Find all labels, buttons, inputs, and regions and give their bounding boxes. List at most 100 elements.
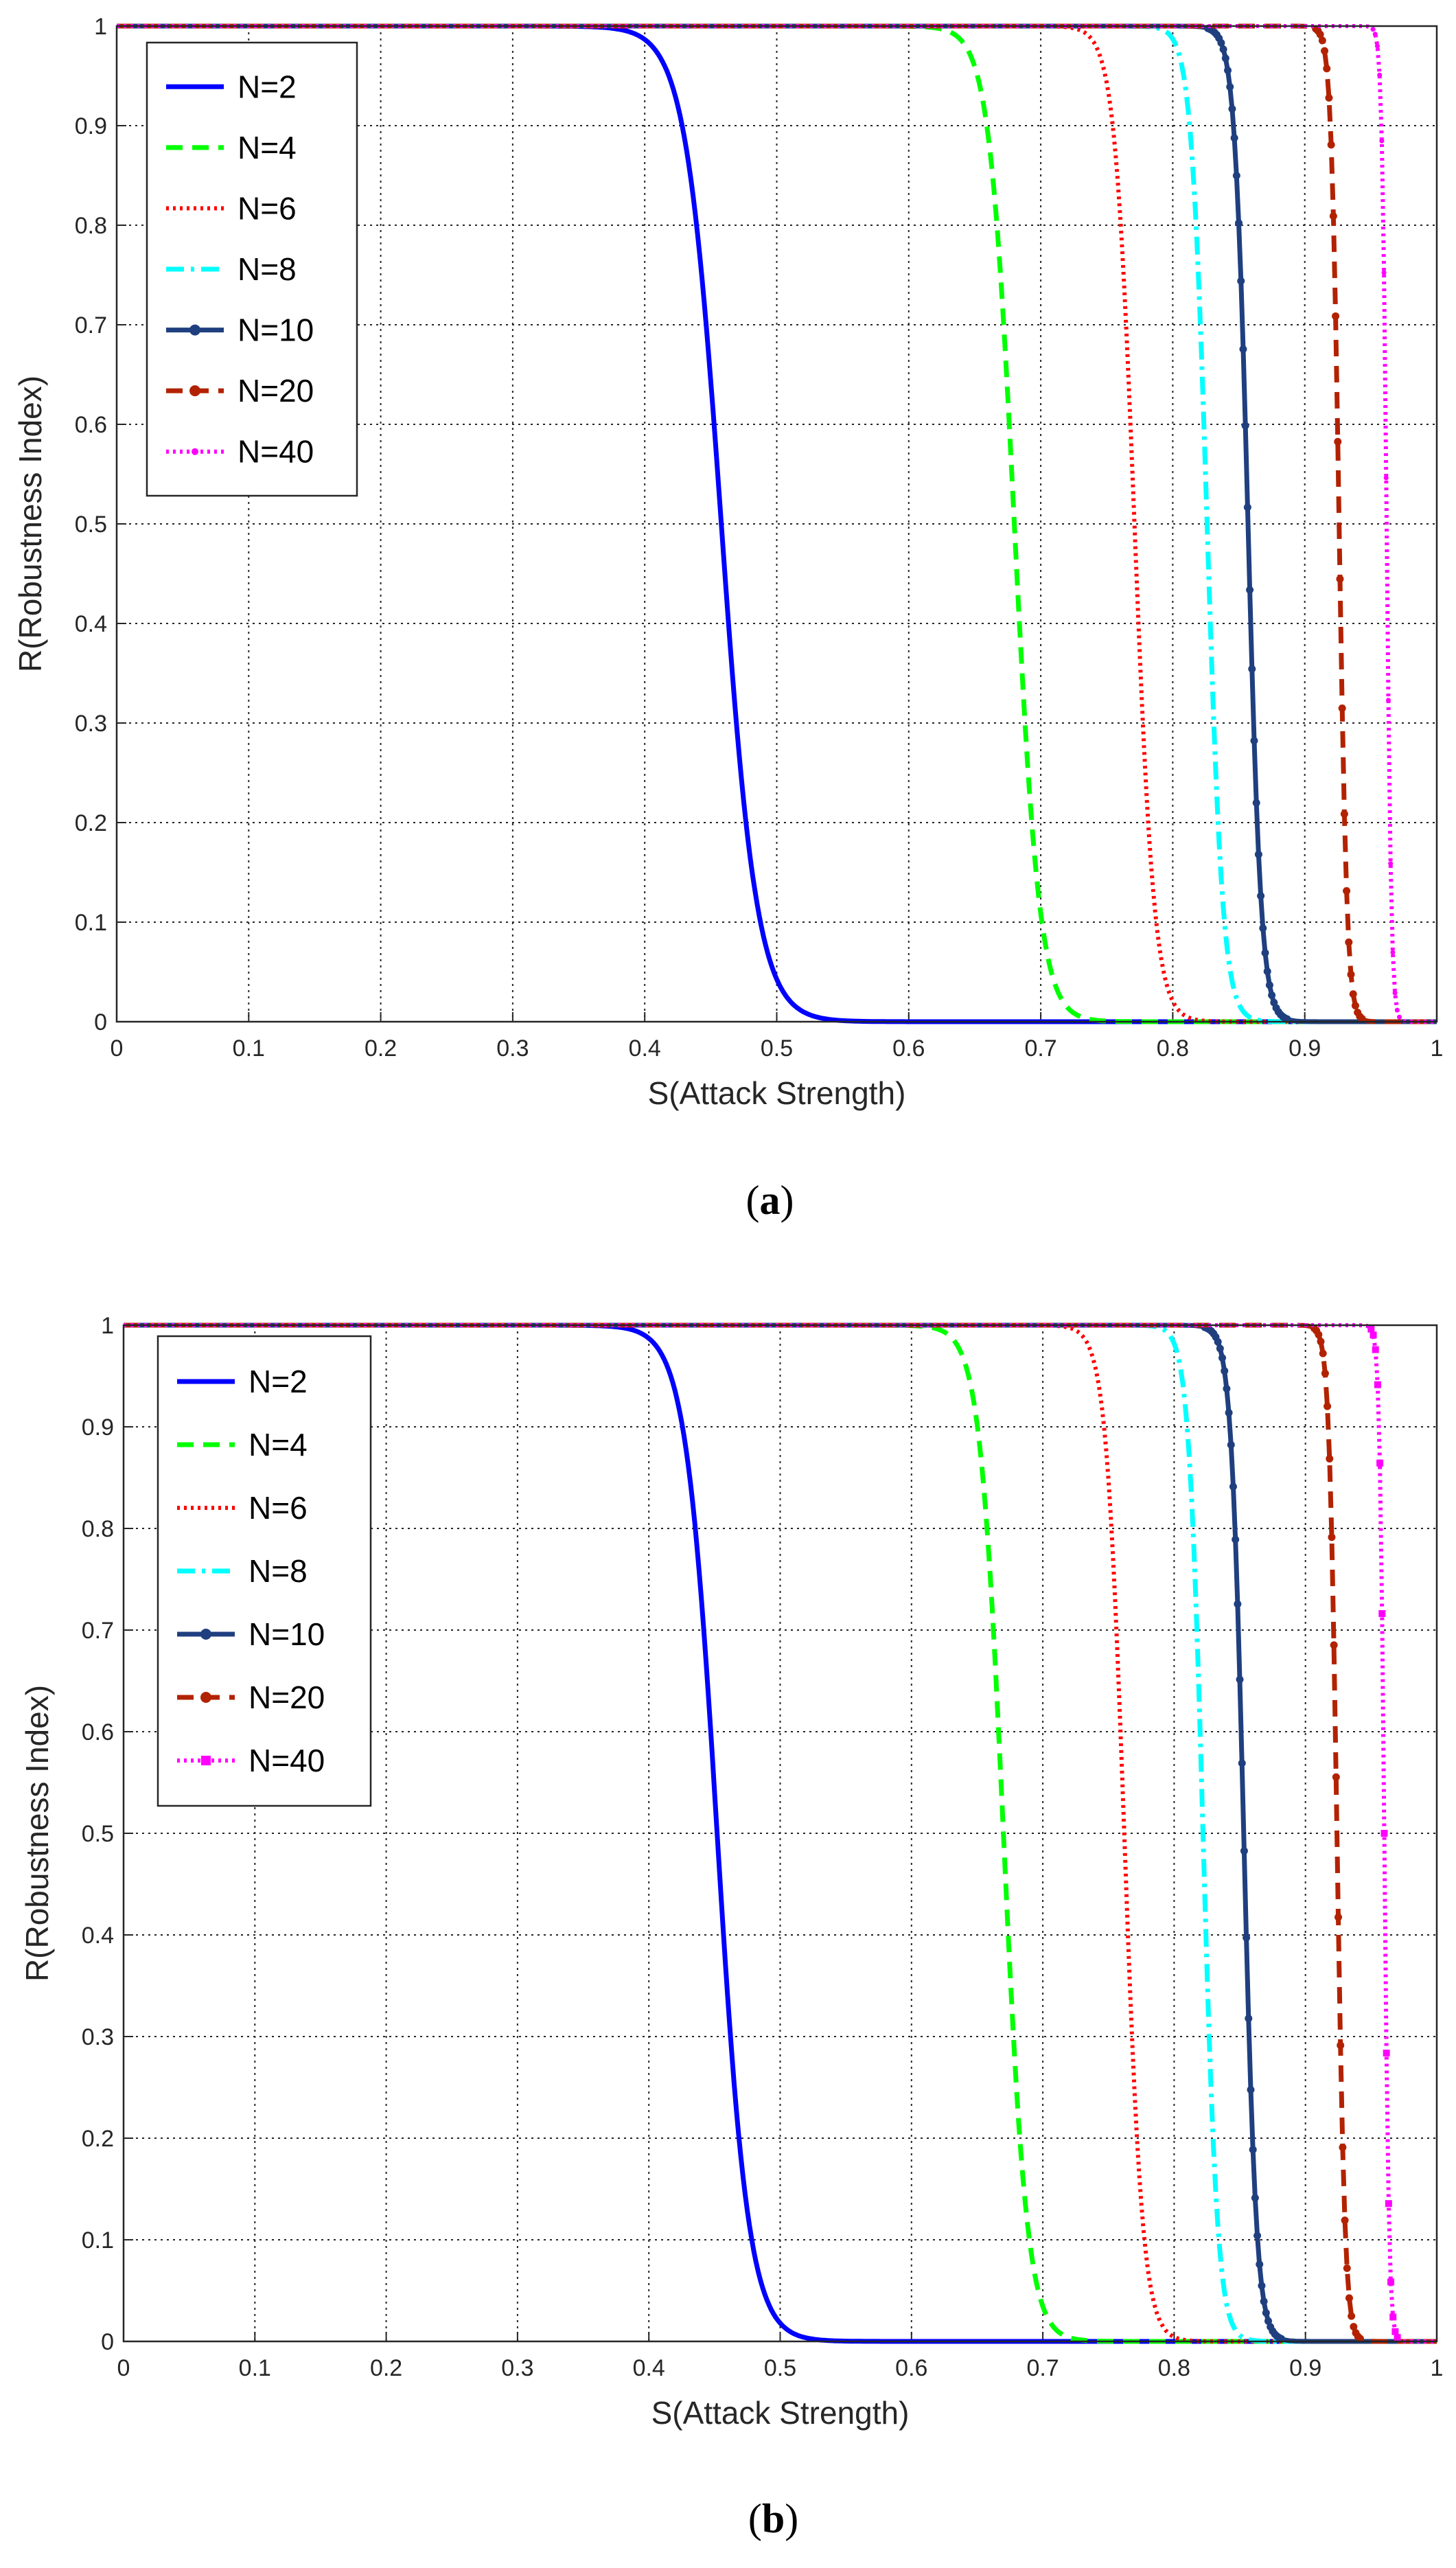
legend-label: N=8: [238, 251, 297, 287]
x-tick-label: 0.3: [496, 1035, 529, 1062]
legend: N=2 N=4 N=6 N=8 N=10 N=20 N=40: [157, 1335, 372, 1807]
series-point: [1239, 345, 1247, 353]
series-point: [1377, 72, 1383, 78]
legend-marker: [201, 1756, 211, 1765]
y-tick-label: 0.7: [75, 312, 107, 339]
series-point: [1237, 277, 1245, 285]
series-point: [1358, 1015, 1366, 1023]
series-point: [1259, 924, 1267, 932]
series-point: [1250, 737, 1258, 745]
y-tick-label: 0.1: [75, 910, 107, 936]
series-point: [1225, 1409, 1233, 1417]
series-point: [1258, 2282, 1266, 2290]
y-tick-label: 0: [101, 2329, 114, 2355]
series-point: [1234, 1600, 1242, 1608]
y-tick-label: 0.1: [82, 2227, 114, 2254]
y-tick-label: 0.4: [75, 611, 107, 637]
series-point: [1374, 1381, 1381, 1388]
series-point: [1325, 93, 1333, 102]
figure-caption: (b): [748, 2496, 798, 2541]
x-tick-label: 1: [1431, 2355, 1444, 2381]
x-tick-label: 0.5: [764, 2355, 796, 2381]
y-tick-label: 0.9: [75, 113, 107, 139]
series-point: [1321, 47, 1329, 55]
series-point: [1236, 1675, 1244, 1684]
series-point: [1253, 2232, 1262, 2240]
series-point: [1245, 2015, 1253, 2023]
series-point: [1235, 219, 1243, 227]
series-point: [1263, 967, 1271, 976]
legend-label: N=6: [238, 190, 297, 226]
series-point: [1216, 1344, 1224, 1353]
series-markers-n20: [1312, 25, 1366, 1023]
x-tick-label: 0.2: [370, 2355, 402, 2381]
series-point: [1345, 938, 1353, 946]
series-point: [1246, 586, 1254, 594]
series-point: [1327, 141, 1335, 149]
series-point: [1252, 799, 1260, 807]
legend-label: N=20: [238, 373, 314, 409]
series-point: [1332, 312, 1340, 320]
series-point: [1379, 138, 1385, 144]
legend-label: N=2: [249, 1364, 308, 1399]
series-point: [1268, 991, 1276, 999]
series-point: [1381, 270, 1387, 275]
series-point: [1370, 1331, 1377, 1339]
series-point: [1316, 30, 1324, 38]
series-point: [1214, 1338, 1222, 1346]
x-tick-label: 0.6: [895, 2355, 927, 2381]
y-tick-label: 0.7: [82, 1618, 114, 1644]
series-point: [1249, 2146, 1257, 2154]
x-tick-label: 0.8: [1157, 1035, 1189, 1062]
legend-label: N=20: [249, 1679, 325, 1715]
series-point: [1247, 2085, 1255, 2094]
series-point: [1243, 1934, 1251, 1942]
legend-label: N=2: [238, 69, 297, 104]
series-markers-n20: [1310, 1325, 1364, 2343]
series-point: [1380, 1830, 1388, 1837]
figure-caption: (a): [746, 1178, 794, 1223]
series-point: [1240, 1847, 1248, 1855]
series-point: [1232, 172, 1240, 180]
x-tick-label: 0.1: [233, 1035, 265, 1062]
y-tick-label: 0.2: [75, 810, 107, 836]
series-point: [1372, 1346, 1379, 1353]
series-markers-n10: [1204, 24, 1291, 1023]
series-markers-n40: [1370, 27, 1402, 1020]
series-point: [1374, 43, 1380, 49]
series-point: [1383, 475, 1389, 481]
series-point: [1226, 83, 1234, 91]
legend-marker: [200, 1629, 211, 1640]
series-point: [1388, 861, 1394, 867]
series-point: [1223, 1384, 1231, 1392]
series-point: [1265, 981, 1273, 989]
series-point: [1348, 2312, 1356, 2320]
x-tick-label: 0: [117, 2355, 130, 2381]
y-tick-label: 0.6: [82, 1719, 114, 1745]
series-point: [1334, 1913, 1343, 1921]
series-point: [1330, 1641, 1338, 1649]
series-point: [1241, 422, 1249, 430]
x-tick-label: 0.7: [1026, 2355, 1059, 2381]
y-tick-label: 0.3: [75, 711, 107, 737]
series-point: [1390, 950, 1396, 955]
y-tick-label: 0.4: [82, 1923, 114, 1949]
x-tick-label: 0.1: [239, 2355, 271, 2381]
y-tick-label: 0.9: [82, 1414, 114, 1441]
series-point: [1261, 949, 1269, 957]
x-tick-label: 0.8: [1158, 2355, 1190, 2381]
series-point: [1326, 1454, 1334, 1463]
series-point: [1318, 36, 1326, 45]
series-point: [1228, 105, 1236, 113]
legend-label: N=10: [238, 312, 314, 348]
series-point: [1323, 65, 1331, 73]
series-point: [1337, 2041, 1345, 2050]
plot-frame: [115, 25, 1438, 1023]
series-point: [1248, 665, 1256, 673]
series-point: [1319, 1349, 1327, 1357]
series-point: [1351, 1002, 1359, 1010]
series-point: [1264, 2317, 1272, 2325]
series-point: [1343, 887, 1351, 895]
legend-label: N=10: [249, 1616, 325, 1652]
series-point: [1238, 1759, 1246, 1767]
